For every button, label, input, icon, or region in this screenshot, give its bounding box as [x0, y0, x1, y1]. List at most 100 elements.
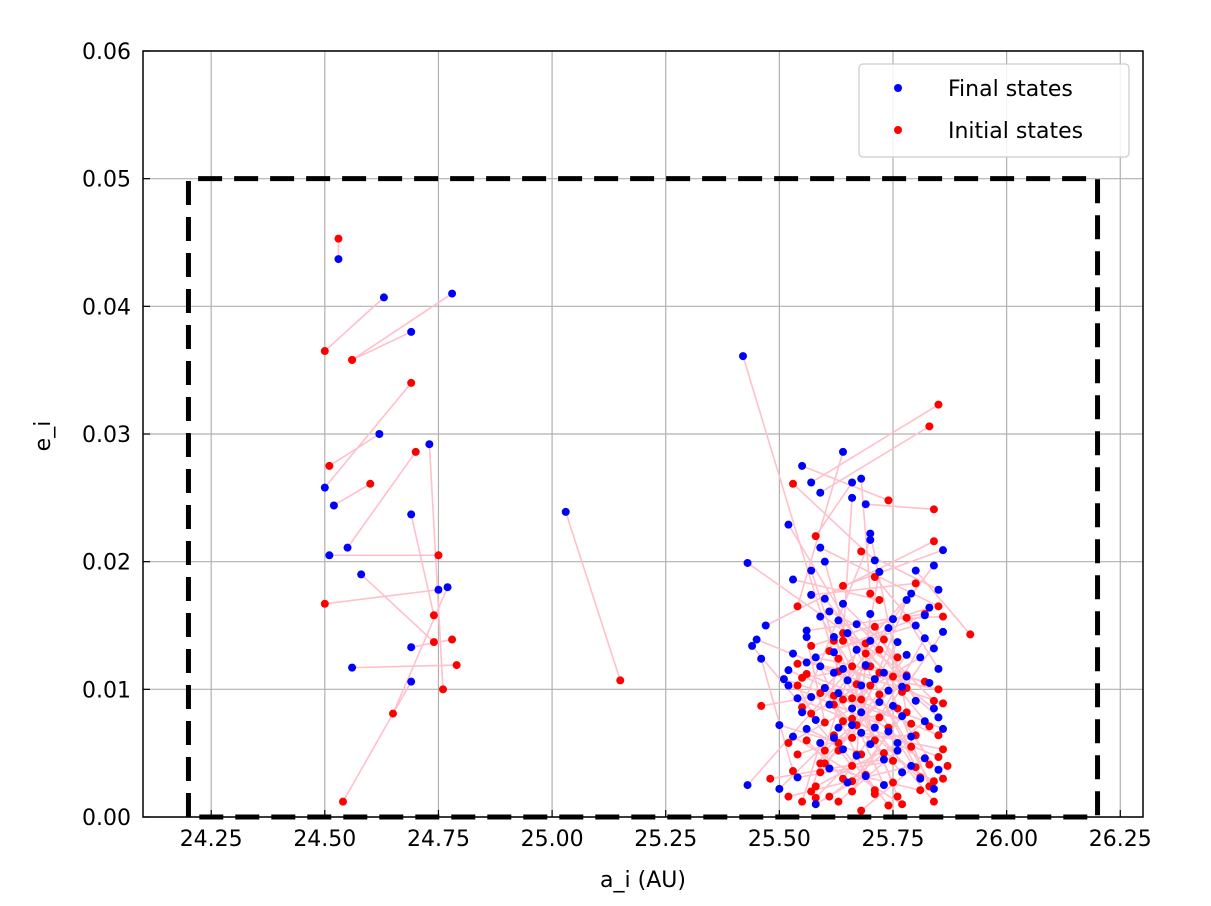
- initial-state-point: [943, 761, 952, 770]
- y-tick-label: 0.05: [82, 168, 131, 193]
- connector-line: [788, 684, 889, 729]
- x-tick-label: 26.25: [1089, 827, 1152, 852]
- final-state-point: [825, 607, 834, 616]
- connector-line: [801, 465, 889, 502]
- initial-state-point: [929, 797, 938, 806]
- final-state-point: [848, 493, 857, 502]
- initial-state-point: [807, 787, 816, 796]
- final-state-point: [834, 616, 843, 625]
- final-state-point: [861, 772, 870, 781]
- final-state-point: [343, 543, 352, 552]
- connector-line: [410, 514, 435, 616]
- final-state-point: [820, 594, 829, 603]
- initial-state-point: [389, 709, 397, 718]
- initial-state-point: [848, 787, 857, 796]
- final-state-point: [884, 686, 893, 695]
- final-state-point: [329, 501, 338, 510]
- final-state-point: [811, 800, 820, 809]
- initial-state-point: [839, 717, 847, 726]
- final-state-point: [407, 643, 416, 652]
- final-state-point: [866, 740, 875, 749]
- final-state-point: [902, 672, 911, 681]
- final-state-point: [884, 624, 893, 633]
- final-state-point: [425, 440, 434, 449]
- connector-line: [788, 707, 853, 744]
- final-state-point: [852, 645, 861, 654]
- connector-line: [342, 681, 412, 803]
- connector-line: [346, 451, 417, 549]
- y-tick-label: 0.02: [82, 551, 131, 576]
- final-state-point: [743, 781, 752, 790]
- initial-state-point: [870, 786, 879, 795]
- final-state-point: [939, 627, 947, 636]
- final-state-point: [925, 603, 934, 612]
- final-state-point: [848, 721, 857, 730]
- connector-line: [878, 637, 926, 718]
- initial-state-point: [434, 551, 443, 560]
- final-state-point: [357, 570, 366, 579]
- final-state-point: [861, 661, 870, 670]
- initial-state-point: [857, 695, 866, 704]
- connector-line: [819, 425, 930, 494]
- final-state-point: [807, 590, 816, 599]
- final-state-point: [816, 662, 825, 671]
- connector-line: [901, 631, 944, 693]
- final-state-point: [898, 682, 907, 691]
- initial-state-point: [834, 797, 843, 806]
- initial-state-point: [339, 797, 347, 806]
- final-state-point: [811, 715, 820, 724]
- initial-state-point: [889, 778, 897, 787]
- y-tick-label: 0.03: [82, 423, 131, 448]
- final-state-point: [820, 684, 829, 693]
- final-state-point: [884, 727, 893, 736]
- initial-state-point: [929, 696, 938, 705]
- connector-line: [851, 656, 921, 699]
- connector-line: [837, 619, 867, 667]
- x-axis-label: a_i (AU): [600, 868, 686, 893]
- connector-line: [328, 433, 380, 467]
- initial-state-point: [798, 797, 807, 806]
- axis-ticks: 24.25 24.50 24.75 25.00 25.25 25.50 25.75 26.00…: [82, 40, 1152, 852]
- final-state-point: [925, 678, 934, 687]
- grid: [143, 50, 1143, 818]
- final-state-point: [875, 698, 884, 707]
- final-state-point: [857, 681, 866, 690]
- legend-label-initial: Initial states: [948, 119, 1083, 144]
- final-state-point: [870, 723, 879, 732]
- final-state-point: [911, 621, 920, 630]
- final-state-point: [802, 626, 811, 635]
- final-state-point: [879, 668, 888, 677]
- final-state-point: [907, 761, 916, 770]
- initial-state-point: [766, 774, 775, 783]
- initial-state-point: [798, 673, 807, 682]
- initial-state-point: [875, 595, 884, 604]
- x-tick-label: 25.00: [521, 827, 584, 852]
- initial-state-point: [875, 645, 884, 654]
- legend-box: [858, 63, 1130, 158]
- initial-state-point: [848, 694, 857, 703]
- x-tick-label: 24.75: [407, 827, 470, 852]
- initial-state-point: [889, 756, 897, 765]
- final-state-point: [811, 653, 820, 662]
- final-state-point: [848, 478, 857, 487]
- initial-state-point: [811, 532, 820, 541]
- initial-state-point: [934, 685, 943, 694]
- initial-state-point: [902, 613, 911, 622]
- connector-line: [351, 292, 453, 361]
- connector-line: [352, 664, 457, 669]
- initial-state-point: [820, 718, 829, 727]
- initial-state-point: [429, 638, 438, 647]
- connector-line: [851, 731, 890, 792]
- initial-state-point: [966, 630, 975, 639]
- final-state-point: [434, 585, 443, 594]
- final-state-point: [839, 447, 847, 456]
- final-state-point: [898, 768, 907, 777]
- final-state-point: [929, 644, 938, 653]
- final-state-point: [866, 529, 875, 538]
- initial-state-point: [879, 749, 888, 758]
- initial-state-point: [934, 731, 943, 740]
- initial-state-point: [839, 695, 847, 704]
- final-state-point: [757, 654, 766, 663]
- initial-state-point: [857, 547, 866, 556]
